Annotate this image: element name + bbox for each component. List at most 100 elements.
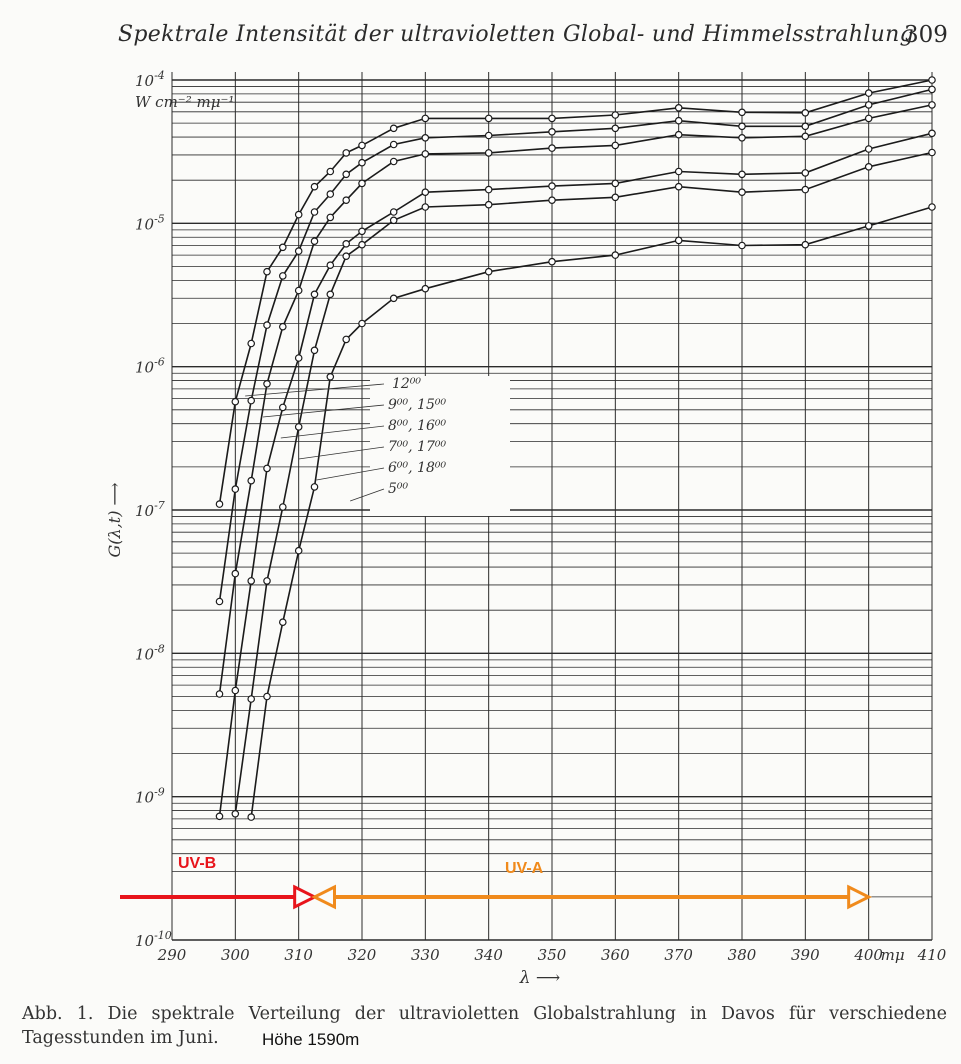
page-number: 309	[904, 22, 948, 48]
x-axis-label: λ ⟶	[519, 968, 561, 988]
curve-label: 5⁰⁰	[388, 481, 409, 497]
data-point	[801, 109, 810, 117]
data-point	[548, 257, 556, 266]
data-point	[928, 76, 936, 84]
y-tick-label: 10-8	[135, 642, 165, 663]
data-point	[247, 577, 256, 585]
data-point	[674, 104, 683, 112]
data-point	[358, 158, 366, 167]
data-point	[358, 227, 366, 236]
uvb-arrowhead	[293, 884, 319, 910]
data-point	[389, 216, 398, 225]
data-point	[611, 193, 620, 202]
data-point	[548, 128, 556, 136]
y-tick-label: 10-10	[135, 929, 172, 950]
curve-label: 6⁰⁰, 18⁰⁰	[388, 460, 446, 476]
data-point	[389, 208, 398, 216]
data-point	[294, 210, 303, 219]
data-point	[310, 237, 319, 246]
x-tick-label: 390	[791, 946, 820, 964]
data-point	[310, 208, 319, 216]
axis-labels: 290 300 310 320 330 340 350 360 370 380 390 400 410 1…	[105, 69, 947, 988]
y-tick-label: 10-9	[135, 786, 165, 807]
curve-leader	[298, 446, 385, 460]
data-point	[215, 690, 224, 698]
data-point	[738, 122, 746, 131]
uv-annotations: UV-B UV-A	[120, 855, 873, 910]
data-point	[484, 267, 493, 276]
x-tick-label: 300	[221, 946, 250, 964]
y-tick-label: 10-7	[135, 499, 165, 520]
data-point	[389, 124, 398, 133]
data-point	[263, 577, 271, 585]
data-point	[421, 203, 430, 211]
data-point	[294, 423, 303, 431]
data-point	[326, 261, 335, 270]
data-point	[358, 240, 366, 249]
grid	[171, 72, 933, 941]
data-point	[247, 813, 256, 821]
data-point	[231, 485, 240, 493]
data-point	[231, 569, 240, 578]
curve-label: 12⁰⁰	[392, 376, 421, 392]
data-point	[928, 85, 936, 94]
curve-label: 8⁰⁰, 16⁰⁰	[388, 418, 446, 434]
y-tick-label: 10-5	[135, 212, 165, 233]
x-tick-label: 370	[664, 946, 693, 964]
series-line-3	[218, 132, 933, 817]
data-point	[928, 129, 936, 138]
data-point	[611, 124, 620, 133]
uva-arrowhead-right	[847, 884, 873, 910]
data-point	[263, 379, 271, 388]
x-tick-label: 380	[728, 946, 757, 964]
series-line-2	[218, 104, 933, 695]
data-point	[231, 397, 240, 406]
data-point	[294, 354, 303, 362]
data-point	[294, 286, 303, 295]
data-point	[864, 145, 873, 153]
data-point	[247, 695, 256, 703]
data-point	[215, 500, 224, 508]
data-point	[326, 190, 335, 198]
data-point	[738, 170, 746, 179]
curve-leader	[350, 488, 385, 502]
uvb-label: UV-B	[178, 855, 216, 872]
data-point	[864, 222, 873, 230]
data-point	[801, 185, 810, 194]
data-point	[928, 203, 936, 211]
data-point	[548, 196, 556, 205]
data-point	[278, 403, 287, 412]
data-point	[310, 483, 319, 491]
data-point	[864, 101, 873, 109]
series-line-5	[250, 206, 933, 818]
data-point	[294, 546, 303, 555]
data-point	[278, 243, 287, 252]
x-tick-label: 410	[917, 946, 947, 964]
data-point	[674, 182, 683, 191]
data-point	[326, 167, 335, 176]
x-tick-label: 290	[157, 946, 187, 964]
data-point	[263, 267, 271, 276]
data-point	[247, 339, 256, 348]
data-point	[278, 272, 287, 280]
uv-spectrum-chart: 290 300 310 320 330 340 350 360 370 380 390 400 410 1…	[105, 69, 947, 988]
data-point	[674, 236, 683, 245]
data-point	[215, 812, 224, 821]
data-point	[611, 251, 620, 259]
curve-leader	[262, 404, 385, 418]
data-point	[801, 169, 810, 177]
page-header: Spektrale Intensität der ultravioletten …	[0, 0, 961, 60]
data-point	[389, 157, 398, 166]
data-point	[326, 213, 335, 222]
data-point	[326, 290, 335, 299]
data-point	[928, 101, 936, 109]
data-point	[484, 131, 493, 140]
data-point	[294, 247, 303, 255]
curve-leader	[280, 425, 385, 439]
data-point	[421, 284, 430, 293]
curve-labels: 12⁰⁰ 9⁰⁰, 15⁰⁰ 8⁰⁰, 16⁰⁰ 7⁰⁰, 17⁰⁰ 6⁰⁰, 18⁰⁰…	[245, 376, 510, 516]
data-point	[389, 294, 398, 303]
data-point	[738, 108, 746, 117]
data-point	[263, 464, 271, 473]
data-point	[215, 597, 224, 606]
